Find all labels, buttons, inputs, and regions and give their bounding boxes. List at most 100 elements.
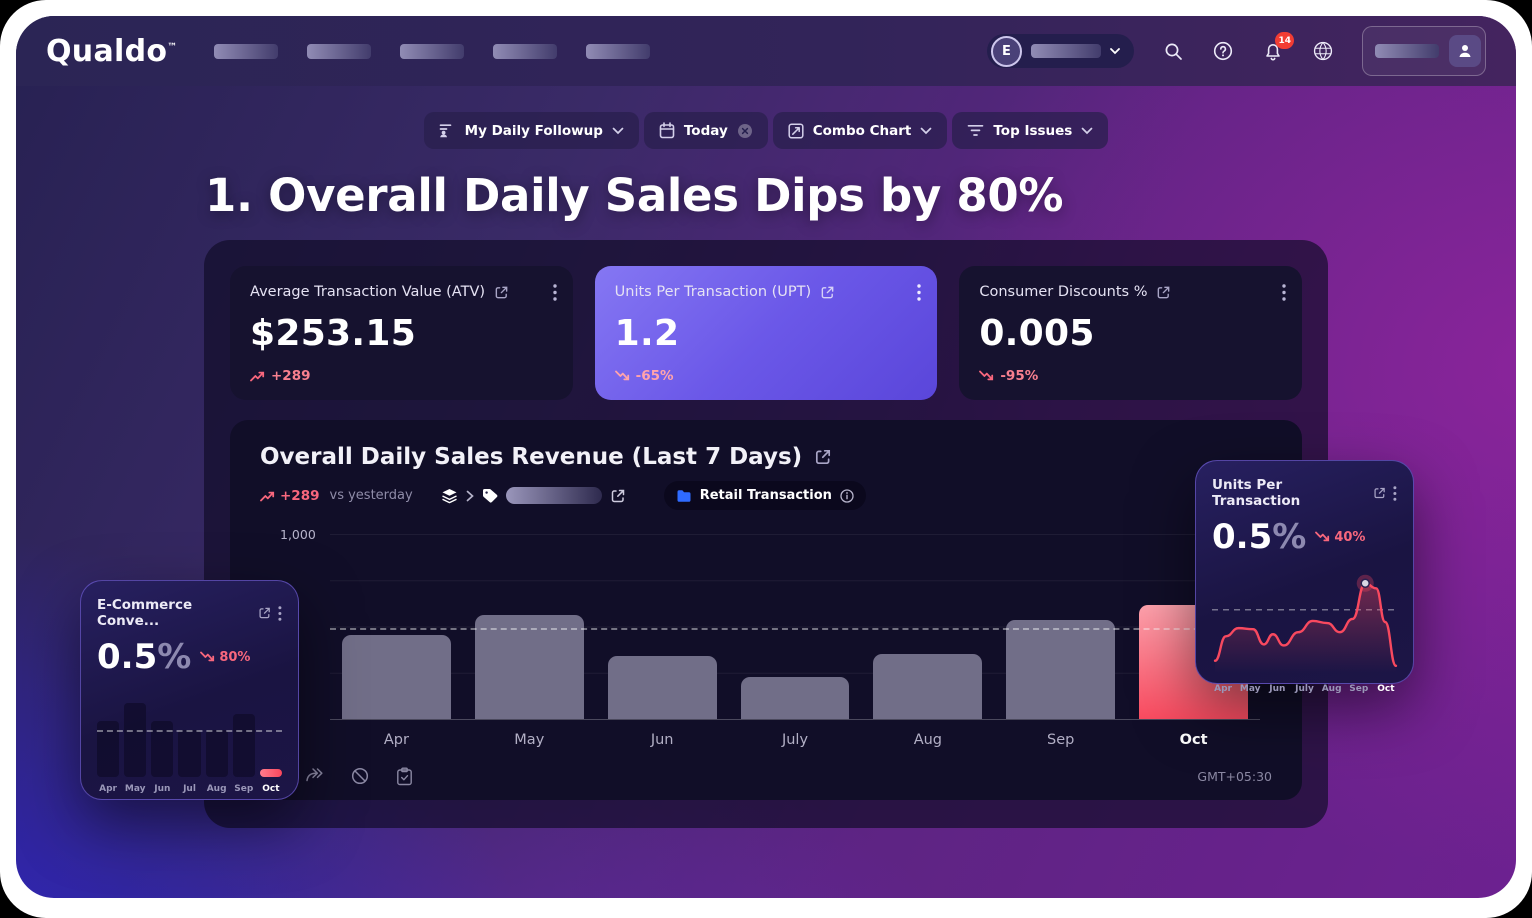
- nav-item-redacted[interactable]: [585, 43, 650, 59]
- kpi-value: $253.15: [250, 313, 417, 354]
- mini-line-chart: [1212, 565, 1399, 677]
- kebab-menu-icon[interactable]: [1282, 284, 1286, 301]
- bar-column: [729, 534, 862, 719]
- mini-bar: [205, 730, 228, 777]
- globe-icon: [1313, 41, 1333, 61]
- kpi-row: Average Transaction Value (ATV) $253.15 …: [230, 266, 1302, 400]
- kpi-sparkline: [401, 310, 551, 382]
- metric-name-redacted: [505, 487, 602, 504]
- bar-july[interactable]: [740, 677, 850, 719]
- kebab-menu-icon[interactable]: [552, 284, 557, 301]
- dashboard-panel: Average Transaction Value (ATV) $253.15 …: [204, 240, 1328, 828]
- nav-item-redacted[interactable]: [399, 43, 464, 59]
- chevron-down-icon: [612, 127, 624, 134]
- mini-x-labels: Apr May Jun Jul Aug Sep Oct: [97, 784, 282, 794]
- bars: [330, 534, 1260, 719]
- kpi-delta-value: -95%: [1000, 368, 1039, 384]
- info-icon[interactable]: [840, 488, 854, 503]
- card-delta: 80%: [200, 650, 250, 665]
- x-axis-label: May: [514, 732, 545, 748]
- dataset-chip[interactable]: Retail Transaction: [663, 481, 866, 510]
- bar-column: [463, 534, 596, 719]
- search-button[interactable]: [1162, 40, 1184, 62]
- person-icon: [1449, 35, 1481, 67]
- peak-dot[interactable]: [1360, 578, 1370, 588]
- kpi-title: Units Per Transaction (UPT): [614, 284, 812, 300]
- chart-delta: +289: [260, 488, 320, 504]
- kpi-card-consumer-discounts[interactable]: Consumer Discounts % 0.005 -95%: [959, 266, 1302, 400]
- combo-chart-icon: [788, 122, 804, 139]
- kpi-card-upt[interactable]: Units Per Transaction (UPT) 1.2 -65%: [594, 266, 938, 400]
- filter-combo-chart[interactable]: Combo Chart: [772, 112, 948, 149]
- daily-sales-chart-card: Overall Daily Sales Revenue (Last 7 Days…: [230, 420, 1302, 800]
- dataset-chip-label: Retail Transaction: [699, 488, 832, 503]
- qualdo-logo[interactable]: Qualdo™: [46, 34, 178, 69]
- bar-jun[interactable]: [607, 656, 717, 719]
- help-button[interactable]: [1212, 40, 1234, 62]
- filter-bar: My Daily Followup Today Combo Chart Top …: [16, 112, 1516, 149]
- kpi-card-atv[interactable]: Average Transaction Value (ATV) $253.15 …: [230, 266, 573, 400]
- x-axis-label: July: [781, 732, 809, 748]
- external-link-icon[interactable]: [814, 448, 832, 466]
- x-axis-label: Oct: [262, 784, 280, 794]
- ecommerce-conversion-card[interactable]: E-Commerce Conve... 0.5% 80% Apr May Jun Ju…: [80, 580, 299, 800]
- external-link-icon[interactable]: [1373, 486, 1386, 500]
- bar-may[interactable]: [474, 615, 584, 719]
- close-circle-icon[interactable]: [737, 123, 753, 139]
- card-delta-value: 40%: [1334, 529, 1366, 545]
- username-redacted: [1375, 44, 1439, 58]
- ban-icon[interactable]: [351, 767, 369, 785]
- share-icon[interactable]: [305, 767, 324, 783]
- kpi-delta: +289: [250, 368, 311, 384]
- x-axis-label: Apr: [383, 732, 409, 748]
- bar-apr[interactable]: [341, 634, 451, 719]
- bar-sep[interactable]: [1006, 620, 1116, 719]
- x-axis-label: Oct: [1377, 684, 1395, 694]
- mini-bar: [259, 768, 282, 777]
- external-link-icon[interactable]: [1156, 285, 1171, 300]
- kpi-delta-value: -65%: [635, 368, 674, 384]
- kebab-menu-icon[interactable]: [1393, 485, 1397, 501]
- x-axis-label: Apr: [1214, 684, 1232, 694]
- notifications-button[interactable]: 14: [1262, 32, 1294, 62]
- workspace-selector[interactable]: E: [987, 34, 1134, 68]
- bar-aug[interactable]: [873, 654, 983, 719]
- filter-my-daily-followup[interactable]: My Daily Followup: [423, 112, 639, 149]
- x-axis-label: Sep: [1349, 684, 1369, 694]
- globe-button[interactable]: [1312, 40, 1334, 62]
- kpi-delta-value: +289: [271, 368, 311, 384]
- mini-bar: [151, 721, 174, 777]
- user-profile-button[interactable]: [1362, 26, 1486, 76]
- bar-chart: 1,000 Apr May Jun July Aug Sep Oct: [260, 527, 1272, 748]
- nav-item-redacted[interactable]: [492, 43, 557, 59]
- timezone-label: GMT+05:30: [1197, 769, 1272, 784]
- units-per-transaction-card[interactable]: Units Per Transaction 0.5% 40% Apr May Jun…: [1195, 460, 1414, 694]
- trend-down-icon: [614, 370, 629, 381]
- x-axis-label: Apr: [99, 784, 117, 794]
- trend-up-icon: [250, 371, 265, 382]
- clipboard-icon[interactable]: [396, 767, 413, 786]
- external-link-icon[interactable]: [258, 606, 271, 620]
- bar-column: [596, 534, 729, 719]
- kebab-menu-icon[interactable]: [278, 605, 282, 621]
- help-icon: [1213, 41, 1233, 61]
- workspace-avatar: E: [991, 35, 1022, 67]
- x-axis-label: Jun: [650, 732, 674, 748]
- logo-text: Qualdo: [46, 33, 168, 69]
- filter-label: My Daily Followup: [464, 122, 603, 139]
- kebab-menu-icon[interactable]: [917, 284, 922, 301]
- external-link-icon[interactable]: [610, 488, 626, 504]
- folder-icon: [677, 489, 691, 502]
- mini-bar: [124, 703, 147, 777]
- nav-item-redacted[interactable]: [213, 43, 278, 59]
- page-title: 1. Overall Daily Sales Dips by 80%: [205, 169, 1064, 222]
- kpi-delta: -65%: [614, 368, 674, 384]
- external-link-icon[interactable]: [820, 285, 835, 300]
- trend-up-icon: [260, 491, 275, 501]
- bell-icon: [1266, 43, 1280, 60]
- kpi-value: 1.2: [614, 313, 680, 354]
- nav-item-redacted[interactable]: [306, 43, 371, 59]
- external-link-icon[interactable]: [494, 285, 509, 300]
- filter-today[interactable]: Today: [643, 112, 768, 149]
- filter-top-issues[interactable]: Top Issues: [952, 112, 1109, 149]
